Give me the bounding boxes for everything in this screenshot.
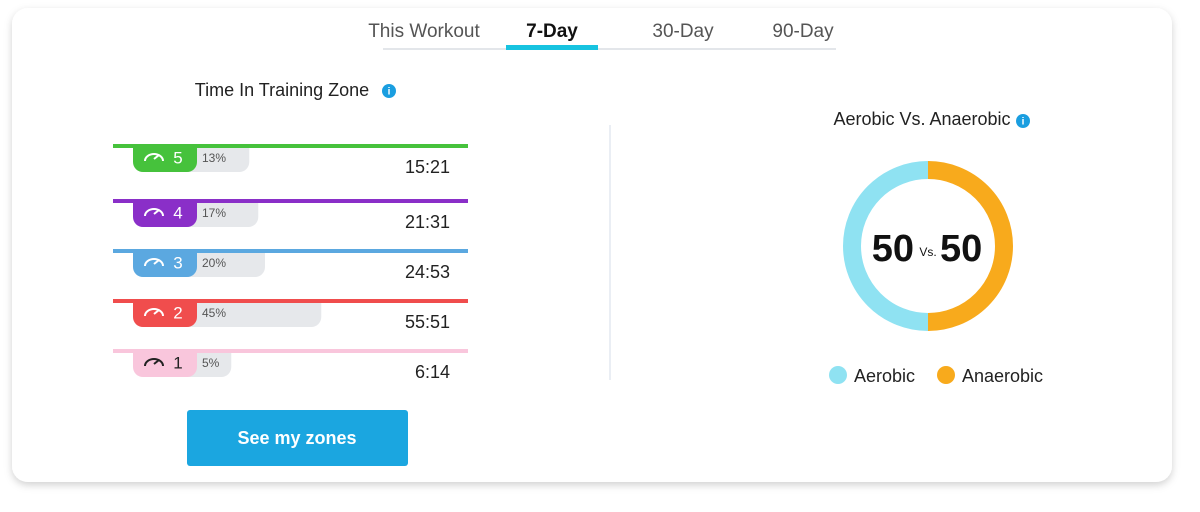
zone-badge bbox=[133, 203, 197, 227]
svg-text:i: i bbox=[388, 87, 391, 98]
tab[interactable]: 7-Day bbox=[526, 21, 578, 42]
tab[interactable]: 90-Day bbox=[772, 21, 834, 42]
gauge-icon bbox=[144, 308, 164, 317]
zone-line bbox=[113, 299, 468, 303]
percent-pill bbox=[180, 303, 322, 327]
tab[interactable]: 30-Day bbox=[652, 21, 714, 42]
gauge-icon bbox=[144, 208, 164, 217]
zone-badge bbox=[133, 303, 197, 327]
legend-label: Anaerobic bbox=[962, 366, 1043, 386]
info-icon[interactable]: i bbox=[382, 84, 396, 98]
zone-badge bbox=[133, 253, 197, 277]
donut-segment bbox=[927, 161, 1013, 331]
zone-time: 55:51 bbox=[405, 312, 450, 332]
zone-line bbox=[113, 349, 468, 353]
zones-title: Time In Training Zone bbox=[195, 80, 369, 100]
gauge-icon bbox=[144, 258, 164, 267]
zone-number: 1 bbox=[173, 353, 182, 372]
percent-pill bbox=[180, 148, 250, 172]
zone-badge bbox=[133, 148, 197, 172]
svg-text:i: i bbox=[1022, 117, 1025, 128]
zone-percent: 13% bbox=[202, 151, 226, 165]
zone-badge bbox=[133, 353, 197, 377]
card bbox=[12, 8, 1172, 482]
donut-segment bbox=[843, 161, 929, 331]
tab-indicator bbox=[506, 45, 598, 50]
zone-percent: 45% bbox=[202, 306, 226, 320]
info-icon[interactable]: i bbox=[1016, 114, 1030, 128]
anaerobic-value: 50 bbox=[940, 228, 982, 270]
donut-title: Aerobic Vs. Anaerobic bbox=[833, 109, 1010, 129]
zone-time: 6:14 bbox=[415, 362, 450, 382]
zone-line bbox=[113, 199, 468, 203]
zone-percent: 5% bbox=[202, 356, 220, 370]
vs-label: Vs. bbox=[919, 245, 936, 259]
legend-dot bbox=[937, 366, 955, 384]
gauge-icon bbox=[144, 153, 164, 162]
see-zones-button[interactable] bbox=[187, 410, 408, 466]
zone-percent: 20% bbox=[202, 256, 226, 270]
zone-line bbox=[113, 144, 468, 148]
zone-time: 21:31 bbox=[405, 212, 450, 232]
zone-line bbox=[113, 249, 468, 253]
zone-number: 3 bbox=[173, 253, 182, 272]
legend-label: Aerobic bbox=[854, 366, 915, 386]
aerobic-value: 50 bbox=[872, 228, 914, 270]
gauge-icon bbox=[144, 358, 164, 367]
legend-dot bbox=[829, 366, 847, 384]
button-label[interactable]: See my zones bbox=[237, 428, 356, 448]
zone-time: 24:53 bbox=[405, 262, 450, 282]
zone-percent: 17% bbox=[202, 206, 226, 220]
zone-number: 4 bbox=[173, 203, 182, 222]
zone-number: 5 bbox=[173, 148, 182, 167]
tab[interactable]: This Workout bbox=[368, 21, 480, 42]
zone-time: 15:21 bbox=[405, 157, 450, 177]
percent-pill bbox=[180, 253, 265, 277]
zone-number: 2 bbox=[173, 303, 182, 322]
percent-pill bbox=[180, 203, 259, 227]
